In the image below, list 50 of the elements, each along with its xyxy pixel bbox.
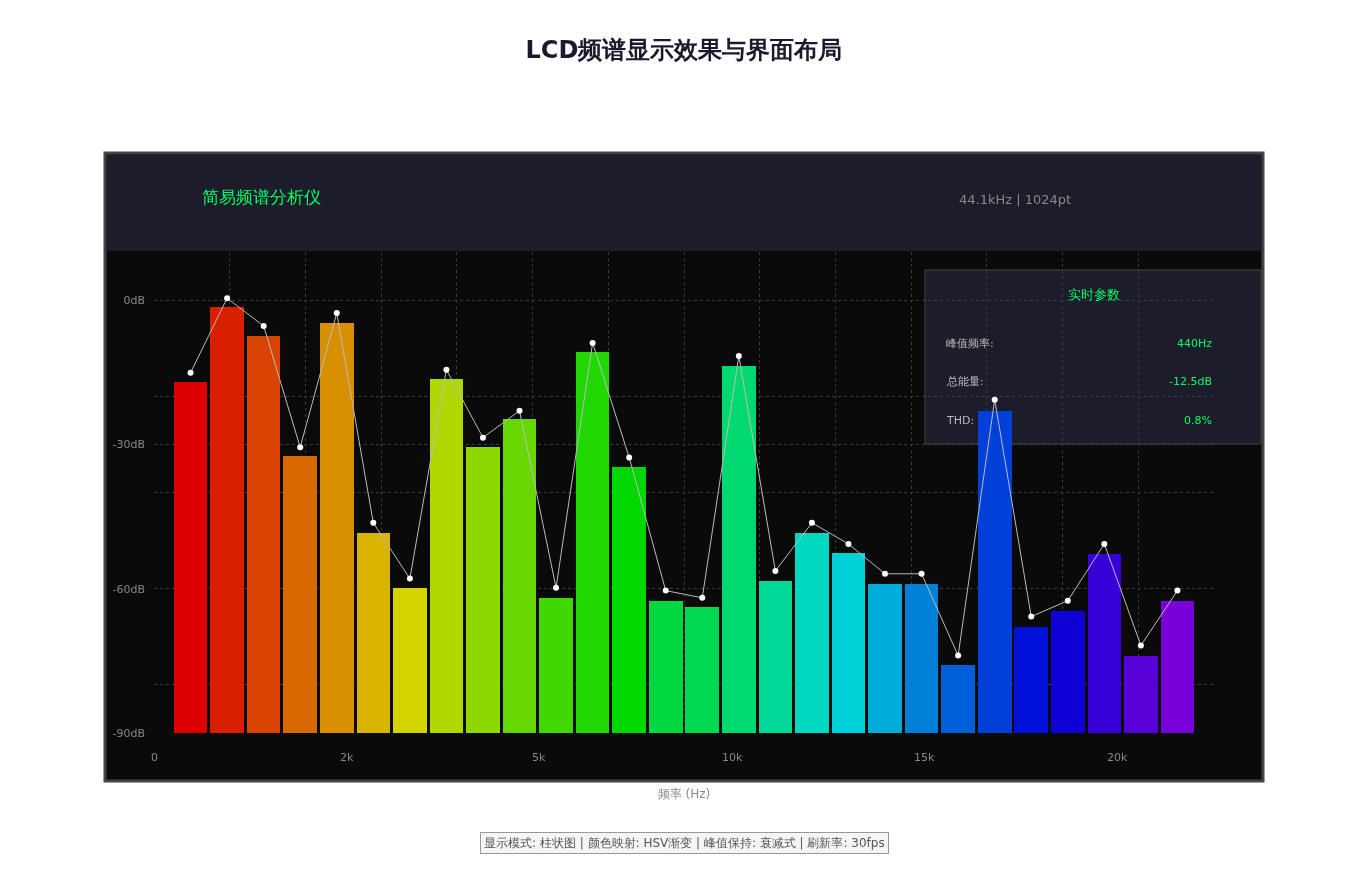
bar [466, 447, 500, 733]
bar [612, 467, 646, 733]
annotation: 总能量: [946, 375, 984, 388]
text: 简易频谱分析仪 [202, 187, 321, 207]
bar [1124, 656, 1158, 733]
y-tick-label: -90dB [112, 726, 145, 740]
bar [722, 366, 756, 733]
y-tick-label: -30dB [112, 438, 145, 452]
bar [430, 379, 463, 733]
text: 0 [151, 751, 158, 764]
annotation: 0.8% [1184, 414, 1212, 427]
bar [357, 533, 390, 733]
bar [649, 601, 683, 733]
bar [832, 553, 865, 733]
bar [868, 584, 902, 733]
bar [1088, 554, 1121, 733]
bar [576, 352, 609, 733]
text: 5k [532, 751, 546, 764]
bar [247, 336, 280, 733]
y-tick-label: 0dB [123, 293, 145, 307]
annotation: -12.5dB [1169, 375, 1212, 388]
bar [210, 307, 244, 733]
y-tick-label: -60dB [112, 582, 145, 596]
bar [320, 323, 354, 733]
chart-title: LCD频谱显示效果与界面布局 [525, 36, 843, 65]
text: 44.1kHz | 1024pt [959, 192, 1072, 207]
bar [174, 382, 207, 733]
bar [1051, 611, 1085, 733]
text: 20k [1107, 751, 1128, 764]
bar [283, 456, 317, 733]
bar [1161, 601, 1194, 733]
annotation: THD: [946, 414, 975, 427]
annotation: 实时参数 [1068, 287, 1120, 302]
bar [685, 607, 719, 733]
annotation: 440Hz [1177, 337, 1213, 350]
bar [941, 665, 975, 733]
text: 2k [340, 751, 354, 764]
bar [795, 533, 829, 733]
bar [1014, 627, 1048, 733]
bar [539, 598, 573, 733]
bar [503, 419, 536, 733]
text: 10k [722, 751, 743, 764]
x-axis-title: 频率 (Hz) [657, 786, 711, 801]
text: 15k [914, 751, 935, 764]
text: 显示模式: 柱状图 | 颜色映射: HSV渐变 | 峰值保持: 衰减式 | 刷新率: 30fps [484, 836, 885, 850]
bar [393, 588, 427, 733]
bar [905, 584, 938, 733]
bar [978, 411, 1012, 733]
annotation: 峰值频率: [946, 337, 994, 350]
bar [759, 581, 792, 733]
